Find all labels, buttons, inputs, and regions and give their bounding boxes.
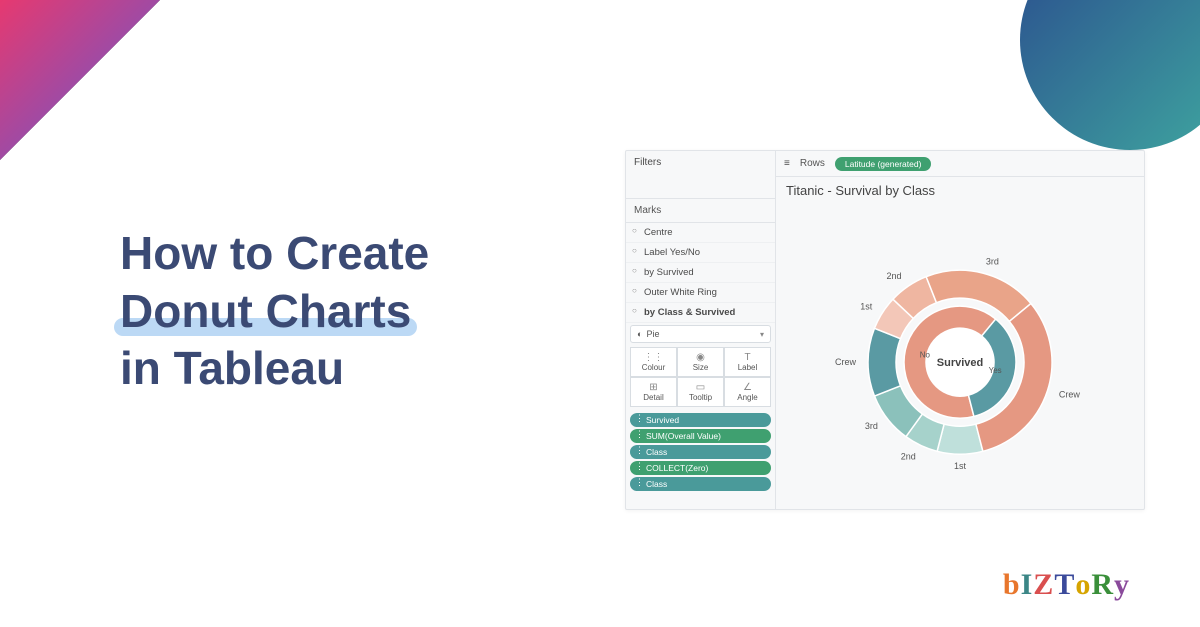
tableau-panel: Filters Marks CentreLabel Yes/Noby Survi… (625, 150, 1145, 510)
mark-card-angle[interactable]: ∠Angle (724, 377, 771, 407)
slice-label: Crew (1059, 389, 1081, 399)
card-label: Angle (737, 393, 757, 402)
card-icon: ▭ (696, 383, 705, 393)
marks-item[interactable]: by Survived (626, 263, 775, 283)
slice-label: 2nd (887, 271, 902, 281)
inner-ring-label: Yes (989, 366, 1002, 375)
headline-line-2: Donut Charts (120, 285, 411, 337)
mark-card-label[interactable]: TLabel (724, 347, 771, 377)
card-icon: ◉ (696, 353, 705, 363)
card-icon: ⋮⋮ (644, 353, 664, 363)
mark-card-tooltip[interactable]: ▭Tooltip (677, 377, 724, 407)
mark-pill[interactable]: COLLECT(Zero) (630, 461, 771, 475)
donut-slice[interactable] (868, 328, 900, 396)
biztory-logo: bIZToRy (1003, 568, 1130, 602)
card-icon: ∠ (743, 383, 752, 393)
slice-label: 3rd (865, 420, 878, 430)
logo-letter: o (1075, 568, 1091, 602)
marks-list: CentreLabel Yes/Noby SurvivedOuter White… (626, 223, 775, 323)
logo-letter: y (1114, 568, 1130, 602)
mark-type-selector[interactable]: ◐ Pie ▾ (630, 325, 771, 343)
headline-line-3: in Tableau (120, 340, 429, 398)
donut-center-label: Survived (937, 357, 983, 369)
sheet-title: Titanic - Survival by Class (776, 177, 1144, 204)
mark-card-colour[interactable]: ⋮⋮Colour (630, 347, 677, 377)
mark-pill[interactable]: SUM(Overall Value) (630, 429, 771, 443)
card-label: Size (693, 363, 709, 372)
pie-icon: ◐ (637, 329, 642, 339)
marks-item[interactable]: by Class & Survived (626, 303, 775, 323)
card-icon: ⊞ (649, 383, 657, 393)
logo-letter: b (1003, 568, 1021, 602)
headline-highlight: Donut Charts (120, 283, 411, 341)
logo-letter: I (1021, 568, 1034, 602)
mark-card-detail[interactable]: ⊞Detail (630, 377, 677, 407)
marks-item[interactable]: Label Yes/No (626, 243, 775, 263)
chevron-down-icon: ▾ (760, 330, 764, 339)
rows-label: Rows (800, 158, 825, 169)
corner-top-left-gradient (0, 0, 160, 160)
mark-pill[interactable]: Class (630, 477, 771, 491)
headline-line-1: How to Create (120, 225, 429, 283)
slice-label: 1st (860, 301, 873, 311)
inner-ring-label: No (920, 350, 931, 359)
mark-pill[interactable]: Class (630, 445, 771, 459)
rows-shelf[interactable]: ≡ Rows Latitude (generated) (776, 151, 1144, 177)
filters-shelf[interactable]: Filters (626, 151, 775, 199)
slice-label: 3rd (986, 256, 999, 266)
card-label: Detail (643, 393, 663, 402)
logo-letter: Z (1033, 568, 1054, 602)
marks-shelf: Marks CentreLabel Yes/Noby SurvivedOuter… (626, 199, 775, 509)
mark-cards: ⋮⋮Colour◉SizeTLabel⊞Detail▭Tooltip∠Angle (630, 347, 771, 407)
logo-letter: T (1054, 568, 1075, 602)
donut-svg: 1st 2nd 3rd Crew 1st 2nd 3rd Crew No Yes Survived (810, 232, 1110, 492)
marks-item[interactable]: Centre (626, 223, 775, 243)
mark-card-size[interactable]: ◉Size (677, 347, 724, 377)
slice-label: Crew (835, 357, 857, 367)
corner-top-right-circle (1020, 0, 1200, 150)
donut-chart: 1st 2nd 3rd Crew 1st 2nd 3rd Crew No Yes Survived (776, 204, 1144, 509)
mark-pill[interactable]: Survived (630, 413, 771, 427)
card-label: Tooltip (689, 393, 712, 402)
card-icon: T (744, 353, 750, 363)
slice-label: 2nd (901, 451, 916, 461)
marks-label: Marks (626, 199, 775, 223)
rows-pill[interactable]: Latitude (generated) (835, 157, 932, 171)
filters-label: Filters (634, 157, 661, 168)
tableau-canvas: ≡ Rows Latitude (generated) Titanic - Su… (776, 151, 1144, 509)
mark-type-label: Pie (646, 329, 659, 339)
donut-slice[interactable] (937, 424, 983, 454)
marks-item[interactable]: Outer White Ring (626, 283, 775, 303)
page-headline: How to Create Donut Charts in Tableau (120, 225, 429, 398)
rows-icon: ≡ (784, 158, 790, 169)
tableau-sidebar: Filters Marks CentreLabel Yes/Noby Survi… (626, 151, 776, 509)
logo-letter: R (1091, 568, 1114, 602)
mark-pills: Survived SUM(Overall Value) Class COLLECT(Z… (630, 413, 771, 491)
card-label: Colour (642, 363, 666, 372)
card-label: Label (738, 363, 758, 372)
slice-label: 1st (954, 461, 967, 471)
